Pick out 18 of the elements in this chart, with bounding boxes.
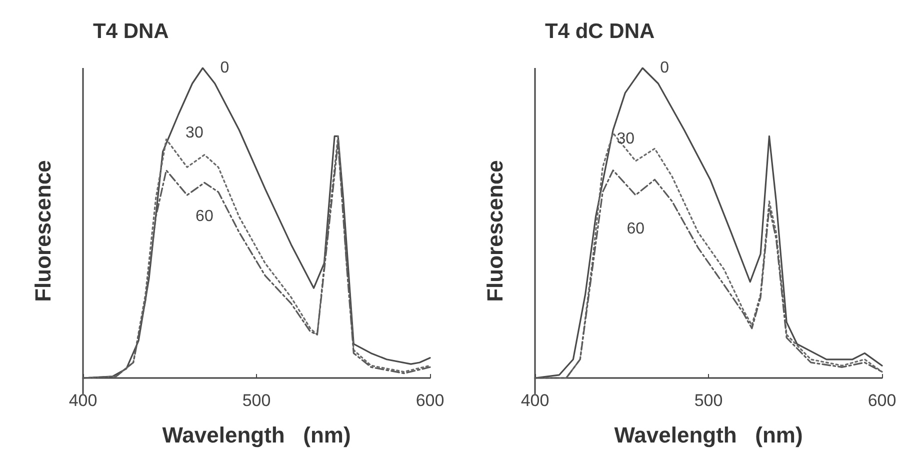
- y-axis-title: Fluorescence: [482, 160, 508, 302]
- y-axis-title: Fluorescence: [30, 160, 56, 302]
- series-label: 30: [186, 124, 204, 142]
- x-tick-label: 500: [242, 391, 271, 410]
- series-label: 0: [660, 60, 670, 76]
- x-tick-label: 400: [520, 391, 550, 410]
- series-label: 30: [616, 130, 635, 148]
- x-axis-title: Wavelength (nm): [614, 422, 803, 448]
- x-tick-label: 600: [868, 391, 896, 410]
- series-label: 60: [626, 220, 645, 238]
- x-axis-title: Wavelength (nm): [162, 422, 351, 448]
- x-tick-label: 500: [694, 391, 723, 410]
- chart-title: T4 DNA: [93, 20, 169, 43]
- series-label: 60: [196, 208, 214, 226]
- x-tick-label: 400: [68, 391, 98, 410]
- x-tick-label: 600: [416, 391, 444, 410]
- series-label: 0: [220, 60, 230, 76]
- chart-title: T4 dC DNA: [545, 20, 655, 43]
